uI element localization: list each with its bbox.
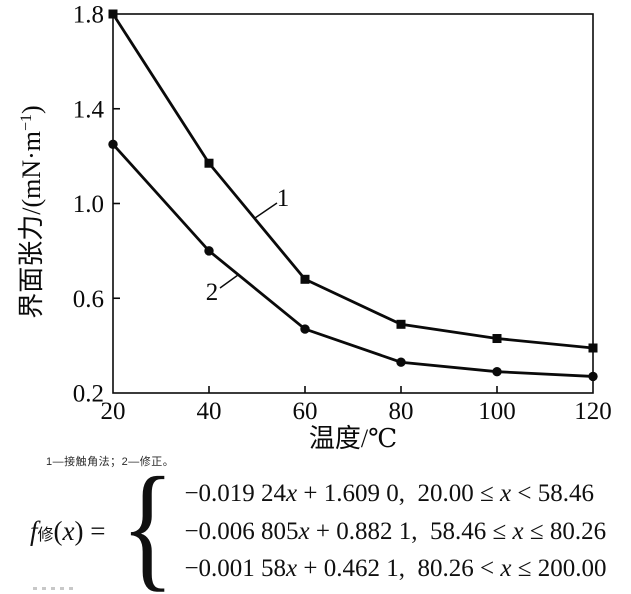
formula-case: −0.001 58x + 0.462 1, 80.26 < x ≤ 200.00: [184, 550, 606, 587]
series-1-square-marker: [492, 334, 502, 344]
formula-segment: x: [512, 517, 524, 545]
formula-segment: x: [298, 517, 310, 545]
formula-segment: x: [286, 555, 298, 582]
formula-case: −0.006 805x + 0.882 1, 58.46 ≤ x ≤ 80.26: [184, 513, 606, 550]
x-axis-title: 温度/℃: [309, 424, 397, 453]
formula-segment: (: [53, 515, 63, 546]
formula-segment: + 1.609 0, 20.00 ≤: [297, 480, 500, 507]
series-2-circle-marker: [492, 366, 502, 377]
series-label-2: 2: [206, 279, 219, 306]
series-2-circle-marker: [588, 371, 598, 382]
y-axis-title: 界面张力/(mN·m−1): [17, 105, 46, 318]
y-tick-label: 0.6: [73, 286, 104, 313]
formula-segment: −0.006 805: [184, 517, 299, 545]
formula-segment: < 58.46: [511, 480, 594, 507]
formula-segment: 修: [37, 526, 54, 544]
series-1-square-marker: [300, 274, 310, 284]
series-label-leader: [219, 274, 239, 289]
formula-segment: x: [499, 480, 512, 507]
series-2-line: [111, 143, 594, 378]
formula-cases: −0.019 24x + 1.609 0, 20.00 ≤ x < 58.46−…: [184, 475, 606, 587]
y-tick-label: 1.8: [73, 2, 104, 29]
formula-segment: ) =: [74, 515, 113, 546]
x-tick-label: 20: [101, 398, 126, 425]
series-1-square-marker: [588, 343, 598, 353]
x-tick-label: 80: [389, 398, 414, 425]
series-label-leader: [254, 202, 278, 219]
line-chart: 0.2 0.6 1.0 1.4 1.8 20 40 60 80 100 120 温度/℃ 界面张力/(m…: [17, 2, 612, 454]
formula-segment: + 0.462 1, 80.26 <: [297, 555, 501, 582]
series-2-circle-marker: [300, 324, 310, 334]
y-tick-label: 1.4: [73, 96, 105, 123]
plot-frame: [112, 13, 594, 394]
series-1-square-marker: [396, 319, 406, 329]
series-2-circle-marker: [108, 139, 118, 149]
formula-lhs: f 修(x) =: [30, 516, 112, 547]
x-tick-label: 60: [293, 398, 318, 425]
formula-segment: ≤ 200.00: [511, 555, 607, 582]
formula-brace: {: [120, 449, 175, 594]
cropped-text-artifact: [33, 587, 77, 590]
formula-segment: x: [62, 515, 75, 546]
series-label-1: 1: [277, 185, 290, 212]
formula-case: −0.019 24x + 1.609 0, 20.00 ≤ x < 58.46: [184, 475, 606, 512]
x-tick-label: 120: [574, 398, 612, 425]
figure-caption: 1—接触角法；2—修正。: [46, 456, 175, 468]
formula-segment: −0.001 58: [184, 555, 287, 582]
formula-segment: ≤ 80.26: [523, 517, 607, 545]
y-tick-label: 1.0: [73, 191, 104, 218]
formula-segment: + 0.882 1, 58.46 ≤: [309, 517, 513, 545]
piecewise-formula: f 修(x) = { −0.019 24x + 1.609 0, 20.00 ≤ …: [30, 449, 606, 594]
series-1-square-marker: [204, 158, 214, 168]
series-2-circle-marker: [396, 357, 406, 367]
formula-segment: x: [500, 555, 512, 582]
formula-segment: x: [286, 480, 298, 507]
formula-segment: −0.019 24: [184, 480, 287, 507]
x-tick-label: 100: [478, 398, 516, 425]
series-1-square-marker: [108, 9, 118, 19]
series-2-circle-marker: [204, 246, 214, 256]
x-tick-label: 40: [197, 398, 222, 425]
formula-segment: f: [30, 515, 38, 546]
series-1-line: [111, 13, 594, 350]
y-tick-label: 0.2: [73, 381, 104, 408]
